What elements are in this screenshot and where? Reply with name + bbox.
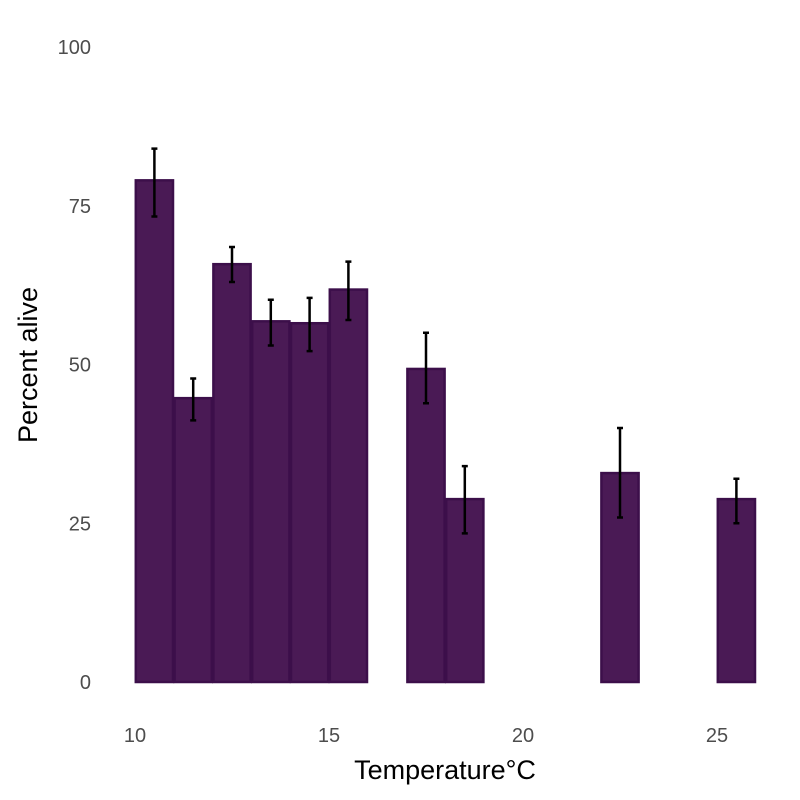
plot-area xyxy=(134,147,757,684)
x-tick-label-2: 20 xyxy=(512,725,534,747)
bar-9 xyxy=(716,497,757,684)
y-axis-title: Percent alive xyxy=(13,287,43,443)
error-bar-8 xyxy=(617,426,623,519)
error-bar-1 xyxy=(190,377,197,422)
error-bar-6 xyxy=(423,331,429,405)
y-tick-label-4: 100 xyxy=(58,37,91,59)
x-tick-label-3: 25 xyxy=(706,725,728,747)
error-bar-2 xyxy=(229,245,235,284)
error-bar-7 xyxy=(461,464,468,535)
y-tick-label-1: 25 xyxy=(69,513,91,535)
y-tick-label-3: 75 xyxy=(69,196,91,218)
error-bars-group xyxy=(151,147,740,535)
x-axis-title: Temperature°C xyxy=(354,755,536,785)
error-bar-3 xyxy=(267,298,274,347)
x-tick-label-1: 15 xyxy=(318,725,340,747)
bar-4 xyxy=(289,321,330,684)
error-bar-0 xyxy=(151,147,158,218)
bar-0 xyxy=(134,179,175,684)
x-tick-label-0: 10 xyxy=(124,725,146,747)
y-axis-ticks: 0 25 50 75 100 xyxy=(58,37,91,694)
bar-6 xyxy=(406,367,446,684)
error-bar-9 xyxy=(733,477,740,525)
error-bar-4 xyxy=(306,296,313,353)
bars-group xyxy=(134,179,757,684)
bar-1 xyxy=(173,396,214,684)
bar-5 xyxy=(328,288,369,684)
bar-2 xyxy=(212,262,252,684)
y-tick-label-0: 0 xyxy=(80,672,91,694)
x-axis-ticks: 10 15 20 25 xyxy=(124,725,728,747)
y-tick-label-2: 50 xyxy=(69,355,91,377)
bar-3 xyxy=(250,320,291,684)
error-bar-5 xyxy=(345,260,352,322)
